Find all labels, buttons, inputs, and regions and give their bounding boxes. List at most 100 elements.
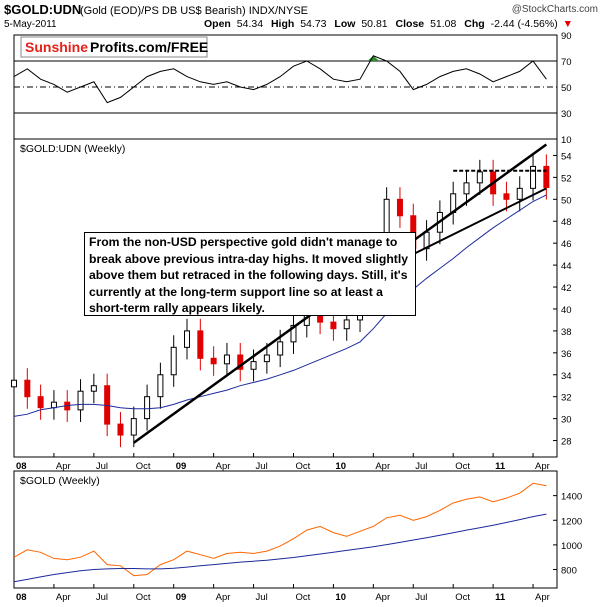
candle-body xyxy=(11,379,17,388)
sunshine-profits-logo: Sunshine Profits.com/FREE xyxy=(20,36,208,58)
gold-x-tick-label: Oct xyxy=(295,592,310,602)
stockcharts-watermark: @StockCharts.com xyxy=(512,4,598,15)
main-x-tick-label: 08 xyxy=(16,461,27,472)
rsi-tick-label: 50 xyxy=(561,83,572,94)
main-y-tick-label: 34 xyxy=(561,371,572,382)
candle-body xyxy=(144,396,151,420)
gold-x-tick-label: Oct xyxy=(136,592,151,602)
main-x-tick-label: Jul xyxy=(96,461,108,472)
gold-x-tick-label: Apr xyxy=(535,592,550,602)
analysis-annotation: From the non-USD perspective gold didn't… xyxy=(84,232,416,316)
main-x-tick-label: Apr xyxy=(216,461,231,472)
candle-body xyxy=(170,346,177,376)
candle-body xyxy=(37,396,44,409)
main-y-tick-label: 48 xyxy=(561,217,572,228)
candle-body xyxy=(197,330,204,359)
gold-panel-title: $GOLD (Weekly) xyxy=(20,475,100,487)
main-y-tick-label: 44 xyxy=(561,261,572,272)
gold-y-tick-label: 1200 xyxy=(561,516,582,527)
main-x-tick-label: Apr xyxy=(375,461,390,472)
rsi-tick-label: 10 xyxy=(561,135,572,146)
gold-moving-average-line xyxy=(13,513,547,583)
gold-x-tick-label: Oct xyxy=(455,592,470,602)
main-y-tick-label: 46 xyxy=(561,239,572,250)
candle-body xyxy=(157,374,164,398)
gold-price-line xyxy=(13,482,547,577)
main-x-tick-label: 09 xyxy=(176,461,187,472)
candle-body xyxy=(50,401,57,409)
chg-value: -2.44 (-4.56%) xyxy=(491,18,558,30)
candle-body xyxy=(263,354,270,363)
candle-body xyxy=(250,361,257,370)
main-x-tick-label: Jul xyxy=(415,461,427,472)
main-x-tick-label: Oct xyxy=(136,461,151,472)
gold-panel-frame xyxy=(13,470,558,589)
candle-body xyxy=(237,354,244,370)
open-value: 54.34 xyxy=(237,18,263,30)
candle-body xyxy=(90,385,97,392)
main-x-tick-label: Oct xyxy=(295,461,310,472)
candle-body xyxy=(543,165,550,188)
main-y-tick-label: 50 xyxy=(561,195,572,206)
gold-x-tick-label: Apr xyxy=(375,592,390,602)
rsi-panel: 90 70 50 30 10 xyxy=(13,31,572,146)
header-date: 5-May-2011 xyxy=(4,19,57,30)
gold-x-tick-label: 09 xyxy=(176,592,187,602)
candle-body xyxy=(130,418,137,436)
main-y-tick-label: 54 xyxy=(561,151,572,162)
candle-body xyxy=(24,379,31,398)
gold-x-tick-label: Apr xyxy=(56,592,71,602)
open-label: Open xyxy=(204,18,231,30)
low-label: Low xyxy=(334,18,356,30)
gold-y-tick-label: 1000 xyxy=(561,541,582,552)
rsi-tick-label: 30 xyxy=(561,109,572,120)
main-x-tick-label: Apr xyxy=(56,461,71,472)
candle-body xyxy=(117,423,124,436)
rsi-overbought-fill xyxy=(367,55,380,61)
support-trendline xyxy=(412,187,547,256)
candle-body xyxy=(396,198,403,217)
gold-x-tick-label: Jul xyxy=(415,592,427,602)
moving-average-line xyxy=(13,194,547,417)
logo-sunshine: Sunshine xyxy=(25,39,88,55)
main-panel-title: $GOLD:UDN (Weekly) xyxy=(20,143,125,155)
rsi-tick-label: 70 xyxy=(561,57,572,68)
high-value: 54.73 xyxy=(300,18,326,30)
gold-x-tick-label: Apr xyxy=(216,592,231,602)
x-axis-labels: 08 08 Apr Apr Jul Jul Oct Oct 09 09 Apr Apr Jul Jul Oc… xyxy=(13,453,550,603)
main-y-tick-label: 36 xyxy=(561,349,572,360)
main-panel-frame xyxy=(13,138,558,458)
gold-x-tick-label: 08 xyxy=(16,592,27,602)
rsi-tick-label: 90 xyxy=(561,31,572,42)
header-symbol: $GOLD:UDN xyxy=(4,2,81,17)
close-value: 51.08 xyxy=(430,18,456,30)
gold-x-tick-label: Jul xyxy=(256,592,268,602)
candle-body xyxy=(210,357,217,365)
gold-x-tick-label: Jul xyxy=(96,592,108,602)
candle-body xyxy=(77,390,84,411)
candle-body xyxy=(503,193,510,200)
candle-body xyxy=(184,330,191,348)
main-y-tick-label: 38 xyxy=(561,327,572,338)
candle-body xyxy=(343,319,350,330)
header-description: (Gold (EOD)/PS DB US$ Bearish) INDX/NYSE xyxy=(80,5,308,17)
gold-y-tick-label: 1400 xyxy=(561,492,582,503)
main-x-tick-label: Oct xyxy=(455,461,470,472)
header-ohlc: Open 54.34 High 54.73 Low 50.81 Close 51… xyxy=(204,18,573,30)
main-y-tick-label: 28 xyxy=(561,437,572,448)
main-y-tick-label: 30 xyxy=(561,415,572,426)
candle-body xyxy=(530,165,537,189)
candle-body xyxy=(290,324,297,343)
high-label: High xyxy=(271,18,294,30)
candle-body xyxy=(516,187,523,200)
main-x-tick-label: Apr xyxy=(535,461,550,472)
chg-down-icon: ▼ xyxy=(563,18,573,30)
close-label: Close xyxy=(396,18,425,30)
logo-profits: Profits.com/FREE xyxy=(90,39,208,55)
rsi-line xyxy=(13,55,547,104)
candle-body xyxy=(476,171,483,184)
gold-panel: 1400 1200 1000 800 xyxy=(13,482,582,583)
candle-body xyxy=(330,321,337,330)
main-y-tick-label: 42 xyxy=(561,283,572,294)
